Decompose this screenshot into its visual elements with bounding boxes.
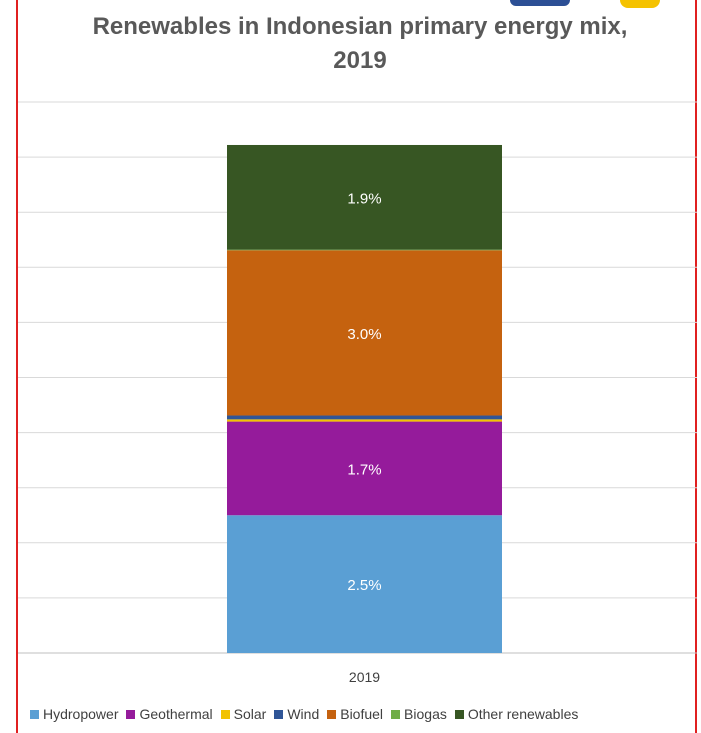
data-label-biofuel: 3.0% bbox=[347, 326, 381, 343]
data-label-other-renewables: 1.9% bbox=[347, 190, 381, 207]
chart-title-line2: 2019 bbox=[333, 47, 387, 74]
bar-segment-geothermal bbox=[227, 421, 502, 516]
data-label-hydropower: 2.5% bbox=[347, 577, 381, 594]
x-tick-label: 2019 bbox=[349, 669, 380, 685]
legend-item: Solar bbox=[220, 706, 267, 722]
legend-swatch bbox=[30, 709, 39, 719]
legend-label: Solar bbox=[233, 706, 267, 722]
legend-swatch bbox=[454, 709, 464, 719]
legend-swatch bbox=[220, 709, 230, 719]
data-label-geothermal: 1.7% bbox=[347, 461, 381, 478]
logo-fragment-yellow bbox=[620, 0, 660, 8]
legend-swatch bbox=[126, 709, 136, 719]
bar-segment-hydropower bbox=[227, 515, 502, 653]
chart-legend: Hydropower Geothermal Solar Wind Biofuel Biog… bbox=[30, 706, 701, 722]
legend-swatch bbox=[327, 709, 337, 719]
legend-item: Biofuel bbox=[327, 706, 383, 722]
legend-label: Hydropower bbox=[43, 706, 119, 722]
legend-label: Geothermal bbox=[139, 706, 213, 722]
legend-label: Biogas bbox=[404, 706, 447, 722]
legend-item: Wind bbox=[274, 706, 319, 722]
legend-item: Other renewables bbox=[454, 706, 579, 722]
legend-swatch bbox=[391, 709, 401, 719]
bar-segment-biogas bbox=[227, 249, 502, 251]
logo-fragment-blue bbox=[510, 0, 570, 6]
bar-segment-other-renewables bbox=[227, 144, 502, 250]
bar-segment-wind bbox=[227, 415, 502, 420]
chart-frame bbox=[16, 0, 697, 733]
legend-label: Biofuel bbox=[340, 706, 384, 722]
legend-item: Biogas bbox=[391, 706, 447, 722]
legend-label: Other renewables bbox=[467, 706, 579, 722]
legend-item: Geothermal bbox=[126, 706, 213, 722]
legend-item: Hydropower bbox=[30, 706, 118, 722]
bar-segment-biofuel bbox=[227, 250, 502, 416]
bar-segment-solar bbox=[227, 419, 502, 422]
legend-label: Wind bbox=[287, 706, 320, 722]
legend-swatch bbox=[274, 709, 284, 719]
chart-title-line1: Renewables in Indonesian primary energy … bbox=[92, 13, 628, 40]
